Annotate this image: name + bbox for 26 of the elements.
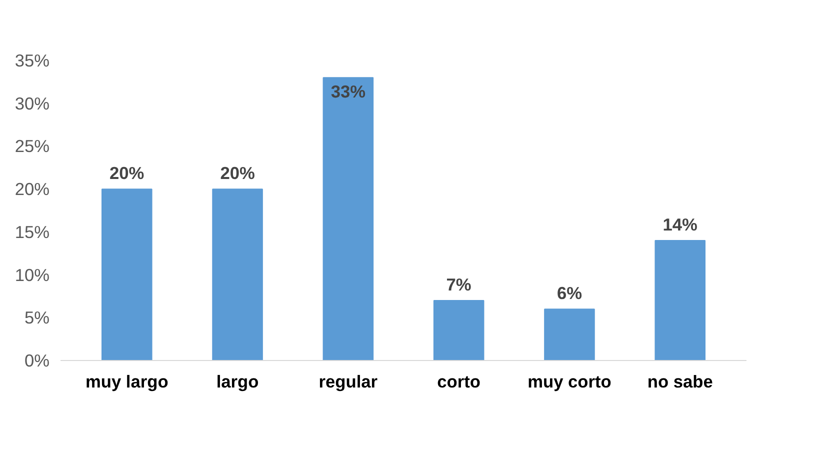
bar <box>322 77 374 360</box>
data-label: 20% <box>220 163 255 184</box>
y-tick-label: 10% <box>14 264 50 285</box>
data-label: 20% <box>110 163 144 184</box>
data-label: 33% <box>330 82 366 102</box>
x-tick-label: muy largo <box>85 372 168 392</box>
y-tick-label: 0% <box>24 350 50 370</box>
x-tick-label: no sabe <box>647 372 714 392</box>
data-label: 14% <box>662 214 698 234</box>
bar <box>544 308 595 360</box>
x-tick-label: muy corto <box>528 372 612 392</box>
y-tick-label: 30% <box>14 93 50 114</box>
y-tick-label: 25% <box>14 136 50 156</box>
y-tick-label: 15% <box>14 222 50 242</box>
y-tick-label: 5% <box>24 308 50 328</box>
bar <box>101 188 152 360</box>
data-label: 7% <box>446 274 472 294</box>
x-tick-label: corto <box>437 372 480 392</box>
y-tick-label: 35% <box>14 50 50 70</box>
bar <box>212 188 263 360</box>
bar <box>654 240 706 360</box>
y-tick-label: 20% <box>14 179 50 200</box>
x-tick-label: regular <box>318 372 378 392</box>
data-label: 6% <box>556 283 582 304</box>
bar <box>433 300 484 360</box>
x-tick-label: largo <box>216 372 259 392</box>
